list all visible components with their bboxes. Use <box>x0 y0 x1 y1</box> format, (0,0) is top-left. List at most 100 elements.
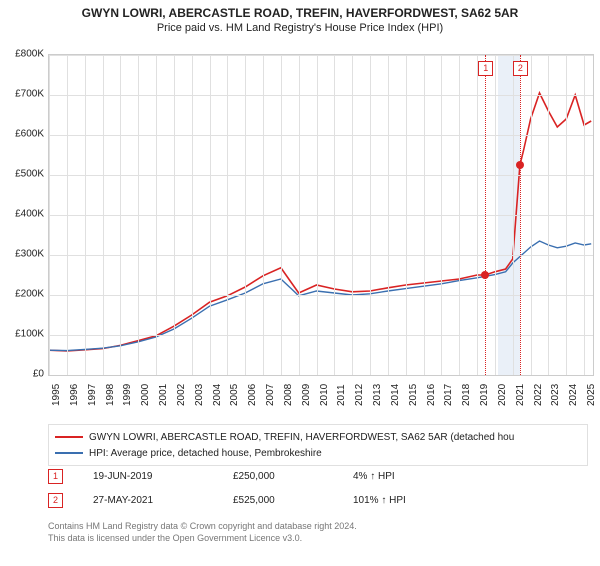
gridline-v <box>281 55 282 375</box>
xtick-label: 2025 <box>586 384 597 406</box>
page-subtitle: Price paid vs. HM Land Registry's House … <box>0 22 600 34</box>
gridline-v <box>299 55 300 375</box>
marker-dot-1 <box>481 271 489 279</box>
xtick-label: 1998 <box>105 384 116 406</box>
xtick-label: 2003 <box>194 384 205 406</box>
gridline-v <box>352 55 353 375</box>
xtick-label: 2002 <box>176 384 187 406</box>
xtick-label: 2018 <box>461 384 472 406</box>
xtick-label: 2022 <box>533 384 544 406</box>
legend: GWYN LOWRI, ABERCASTLE ROAD, TREFIN, HAV… <box>48 424 588 466</box>
xtick-label: 2017 <box>443 384 454 406</box>
xtick-label: 1996 <box>69 384 80 406</box>
gridline-v <box>334 55 335 375</box>
gridline-v <box>67 55 68 375</box>
marker-box-2: 2 <box>513 61 528 76</box>
marker-vline-1 <box>485 55 486 375</box>
ytick-label: £600K <box>15 129 44 140</box>
gridline-v <box>227 55 228 375</box>
xtick-label: 2023 <box>550 384 561 406</box>
xtick-label: 2009 <box>301 384 312 406</box>
annotation-row: 227-MAY-2021£525,000101% ↑ HPI <box>48 488 588 512</box>
legend-swatch-property <box>55 436 83 438</box>
xtick-label: 2007 <box>265 384 276 406</box>
xtick-label: 2011 <box>336 384 347 406</box>
gridline-v <box>370 55 371 375</box>
gridline-v <box>138 55 139 375</box>
annotation-table: 119-JUN-2019£250,0004% ↑ HPI227-MAY-2021… <box>48 464 588 512</box>
footer-line-2: This data is licensed under the Open Gov… <box>48 532 357 544</box>
xtick-label: 2012 <box>354 384 365 406</box>
gridline-v <box>495 55 496 375</box>
ytick-label: £800K <box>15 49 44 60</box>
xtick-label: 2020 <box>497 384 508 406</box>
gridline-v <box>566 55 567 375</box>
marker-box-1: 1 <box>478 61 493 76</box>
gridline-v <box>584 55 585 375</box>
gridline-h <box>49 335 593 336</box>
gridline-v <box>263 55 264 375</box>
footer-text: Contains HM Land Registry data © Crown c… <box>48 520 357 544</box>
annotation-date: 19-JUN-2019 <box>93 471 233 482</box>
xtick-label: 2005 <box>229 384 240 406</box>
gridline-v <box>317 55 318 375</box>
xtick-label: 2024 <box>568 384 579 406</box>
gridline-h <box>49 255 593 256</box>
gridline-h <box>49 95 593 96</box>
gridline-v <box>210 55 211 375</box>
ytick-label: £700K <box>15 89 44 100</box>
xtick-label: 2015 <box>408 384 419 406</box>
annotation-price: £525,000 <box>233 495 353 506</box>
gridline-v <box>459 55 460 375</box>
gridline-h <box>49 55 593 56</box>
ytick-label: £500K <box>15 169 44 180</box>
ytick-label: £100K <box>15 329 44 340</box>
legend-swatch-hpi <box>55 452 83 454</box>
gridline-v <box>388 55 389 375</box>
xtick-label: 2016 <box>426 384 437 406</box>
series-property <box>49 93 591 351</box>
xtick-label: 2013 <box>372 384 383 406</box>
annotation-pct: 101% ↑ HPI <box>353 495 473 506</box>
ytick-label: £300K <box>15 249 44 260</box>
gridline-v <box>120 55 121 375</box>
marker-dot-2 <box>516 161 524 169</box>
gridline-v <box>477 55 478 375</box>
gridline-h <box>49 295 593 296</box>
annotation-row: 119-JUN-2019£250,0004% ↑ HPI <box>48 464 588 488</box>
gridline-v <box>548 55 549 375</box>
ytick-label: £400K <box>15 209 44 220</box>
legend-item-property: GWYN LOWRI, ABERCASTLE ROAD, TREFIN, HAV… <box>55 429 581 445</box>
annotation-price: £250,000 <box>233 471 353 482</box>
xtick-label: 2021 <box>515 384 526 406</box>
gridline-h <box>49 175 593 176</box>
gridline-v <box>406 55 407 375</box>
xtick-label: 2004 <box>212 384 223 406</box>
xtick-label: 2014 <box>390 384 401 406</box>
xtick-label: 1995 <box>51 384 62 406</box>
gridline-v <box>192 55 193 375</box>
marker-vline-2 <box>520 55 521 375</box>
gridline-h <box>49 135 593 136</box>
xtick-label: 2001 <box>158 384 169 406</box>
legend-label-hpi: HPI: Average price, detached house, Pemb… <box>89 448 322 459</box>
legend-item-hpi: HPI: Average price, detached house, Pemb… <box>55 445 581 461</box>
annotation-pct: 4% ↑ HPI <box>353 471 473 482</box>
page-title: GWYN LOWRI, ABERCASTLE ROAD, TREFIN, HAV… <box>0 6 600 20</box>
gridline-v <box>49 55 50 375</box>
xtick-label: 2000 <box>140 384 151 406</box>
gridline-v <box>441 55 442 375</box>
gridline-v <box>531 55 532 375</box>
xtick-label: 2019 <box>479 384 490 406</box>
chart-plot-area: 12 <box>48 54 594 376</box>
xtick-label: 1999 <box>122 384 133 406</box>
gridline-v <box>245 55 246 375</box>
gridline-v <box>103 55 104 375</box>
xtick-label: 2010 <box>319 384 330 406</box>
ytick-label: £200K <box>15 289 44 300</box>
gridline-v <box>174 55 175 375</box>
ytick-label: £0 <box>33 369 44 380</box>
gridline-v <box>424 55 425 375</box>
legend-label-property: GWYN LOWRI, ABERCASTLE ROAD, TREFIN, HAV… <box>89 432 514 443</box>
annotation-date: 27-MAY-2021 <box>93 495 233 506</box>
